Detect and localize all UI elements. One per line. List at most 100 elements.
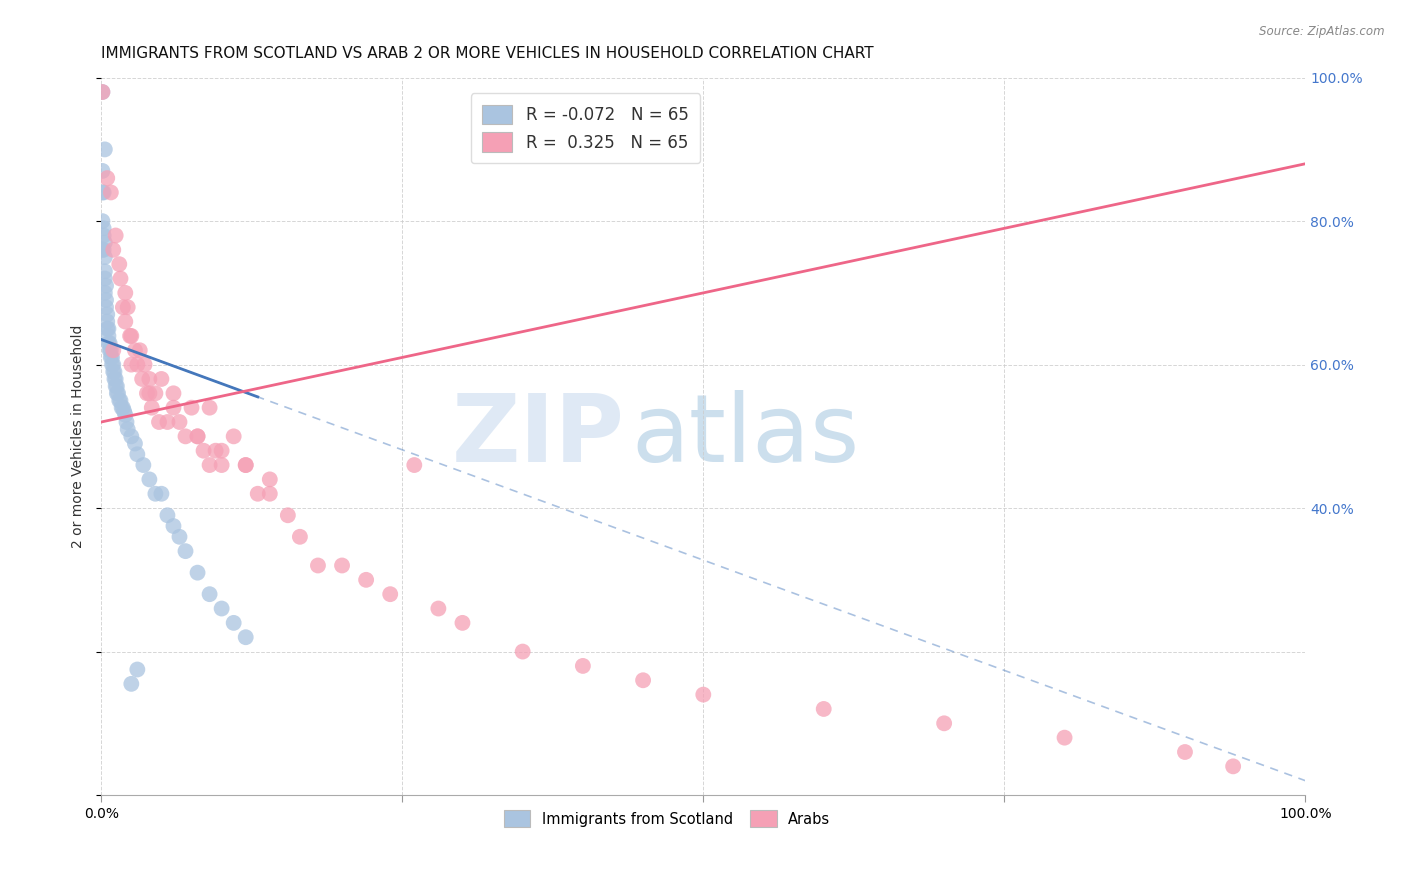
Point — [107, 386, 129, 401]
Point — [94, 250, 117, 264]
Point — [120, 329, 142, 343]
Point — [100, 343, 122, 358]
Point — [235, 630, 257, 644]
Point — [111, 300, 134, 314]
Point — [91, 85, 114, 99]
Point — [103, 343, 125, 358]
Point — [631, 673, 654, 688]
Point — [94, 285, 117, 300]
Point — [330, 558, 353, 573]
Point — [138, 372, 160, 386]
Point — [103, 243, 125, 257]
Point — [114, 315, 136, 329]
Point — [103, 365, 125, 379]
Point — [354, 573, 377, 587]
Point — [246, 487, 269, 501]
Point — [117, 300, 139, 314]
Point — [198, 458, 221, 472]
Point — [138, 386, 160, 401]
Point — [97, 329, 120, 343]
Point — [127, 663, 149, 677]
Point — [156, 415, 179, 429]
Point — [100, 186, 122, 200]
Point — [692, 688, 714, 702]
Point — [211, 443, 233, 458]
Point — [96, 315, 118, 329]
Point — [134, 358, 156, 372]
Point — [174, 429, 197, 443]
Point — [120, 677, 142, 691]
Point — [204, 443, 226, 458]
Point — [427, 601, 450, 615]
Point — [117, 422, 139, 436]
Point — [277, 508, 299, 523]
Point — [156, 508, 179, 523]
Point — [124, 343, 146, 358]
Point — [97, 322, 120, 336]
Point — [111, 401, 134, 415]
Text: ZIP: ZIP — [453, 391, 626, 483]
Point — [127, 358, 149, 372]
Point — [94, 235, 117, 250]
Point — [93, 221, 115, 235]
Point — [127, 447, 149, 461]
Point — [96, 322, 118, 336]
Point — [169, 530, 191, 544]
Point — [380, 587, 402, 601]
Point — [235, 458, 257, 472]
Point — [104, 372, 127, 386]
Point — [138, 472, 160, 486]
Point — [934, 716, 956, 731]
Point — [111, 401, 134, 415]
Point — [288, 530, 311, 544]
Point — [101, 351, 124, 365]
Point — [169, 415, 191, 429]
Point — [104, 228, 127, 243]
Point — [94, 293, 117, 307]
Point — [259, 487, 281, 501]
Point — [572, 659, 595, 673]
Point — [222, 429, 245, 443]
Point — [108, 393, 131, 408]
Point — [148, 415, 170, 429]
Point — [91, 164, 114, 178]
Point — [98, 336, 121, 351]
Point — [94, 264, 117, 278]
Point — [235, 458, 257, 472]
Point — [198, 401, 221, 415]
Point — [120, 329, 142, 343]
Point — [101, 358, 124, 372]
Point — [97, 336, 120, 351]
Point — [222, 615, 245, 630]
Point — [124, 436, 146, 450]
Point — [150, 372, 173, 386]
Point — [94, 142, 117, 156]
Point — [1174, 745, 1197, 759]
Point — [211, 601, 233, 615]
Point — [404, 458, 426, 472]
Point — [307, 558, 329, 573]
Text: IMMIGRANTS FROM SCOTLAND VS ARAB 2 OR MORE VEHICLES IN HOUSEHOLD CORRELATION CHA: IMMIGRANTS FROM SCOTLAND VS ARAB 2 OR MO… — [101, 46, 875, 62]
Point — [145, 386, 167, 401]
Point — [91, 243, 114, 257]
Point — [96, 307, 118, 321]
Point — [98, 343, 121, 358]
Y-axis label: 2 or more Vehicles in Household: 2 or more Vehicles in Household — [72, 325, 86, 548]
Point — [259, 472, 281, 486]
Point — [94, 300, 117, 314]
Point — [162, 401, 184, 415]
Point — [174, 544, 197, 558]
Point — [180, 401, 202, 415]
Point — [187, 429, 209, 443]
Point — [128, 343, 150, 358]
Point — [93, 186, 115, 200]
Point — [198, 587, 221, 601]
Point — [1222, 759, 1244, 773]
Point — [145, 487, 167, 501]
Point — [93, 243, 115, 257]
Point — [131, 372, 153, 386]
Point — [105, 379, 128, 393]
Text: atlas: atlas — [631, 391, 859, 483]
Point — [91, 186, 114, 200]
Point — [114, 408, 136, 422]
